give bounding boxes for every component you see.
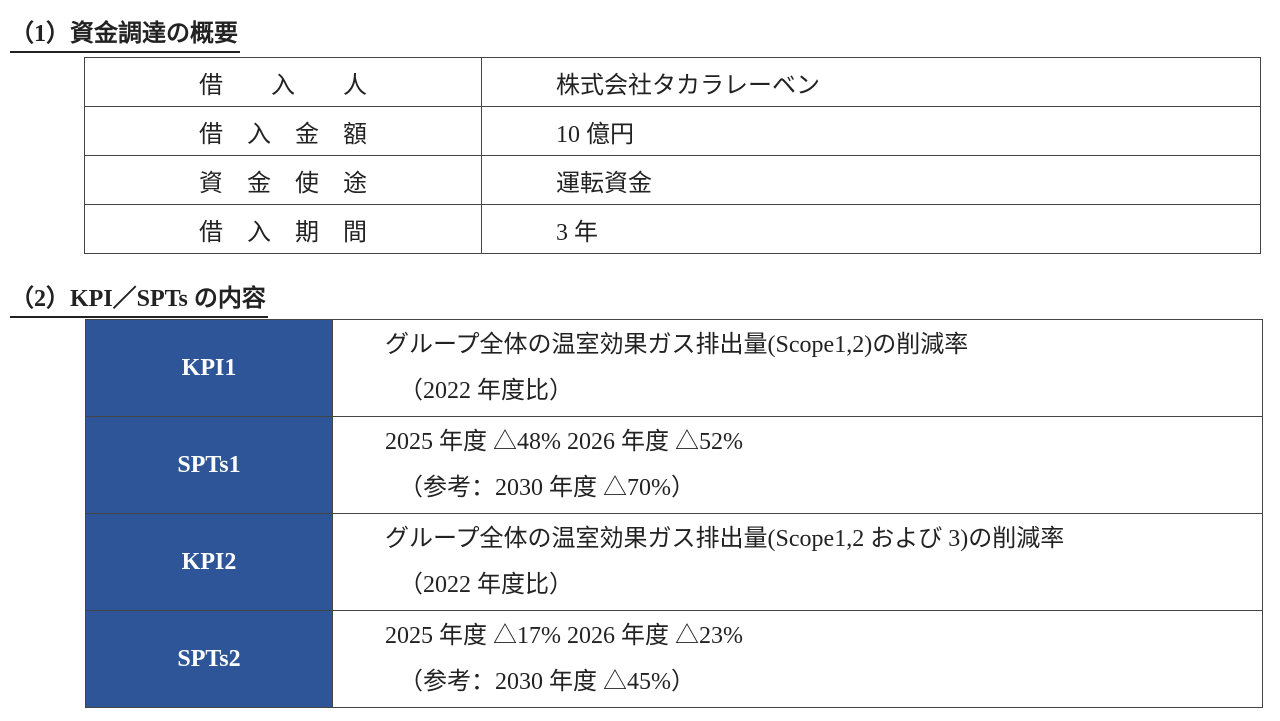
content-line: 2025 年度 △17% 2026 年度 △23% (385, 623, 743, 649)
row-value: 運転資金 (481, 155, 1261, 205)
content-line: （参考：2030 年度 △45%） (399, 669, 695, 695)
table-row: 借 入 人株式会社タカラレーベン (84, 57, 1261, 107)
row-label: SPTs1 (85, 416, 333, 514)
row-content: 2025 年度 △17% 2026 年度 △23% （参考：2030 年度 △45… (332, 610, 1263, 708)
row-label: KPI1 (85, 319, 333, 417)
row-value: 3 年 (481, 204, 1261, 254)
row-content: グループ全体の温室効果ガス排出量(Scope1,2 および 3)の削減率 （202… (332, 513, 1263, 611)
table-row: 借 入 金 額 10 億円 (84, 106, 1261, 156)
row-content: 2025 年度 △48% 2026 年度 △52% （参考：2030 年度 △70… (332, 416, 1263, 514)
table-row: KPI2 グループ全体の温室効果ガス排出量(Scope1,2 および 3)の削減率… (85, 513, 1263, 611)
content-line: グループ全体の温室効果ガス排出量(Scope1,2 および 3)の削減率 (385, 526, 1065, 552)
overview-table: 借 入 人株式会社タカラレーベン借 入 金 額 10 億円資 金 使 途運転資金借… (84, 57, 1261, 254)
row-content: グループ全体の温室効果ガス排出量(Scope1,2)の削減率 （2022 年度比） (332, 319, 1263, 417)
content-line: グループ全体の温室効果ガス排出量(Scope1,2)の削減率 (385, 332, 969, 358)
table-row: 資 金 使 途運転資金 (84, 155, 1261, 205)
row-label: 借 入 人 (84, 57, 482, 107)
row-label: KPI2 (85, 513, 333, 611)
table-row: KPI1 グループ全体の温室効果ガス排出量(Scope1,2)の削減率 （2022 … (85, 319, 1263, 417)
row-label: 資 金 使 途 (84, 155, 482, 205)
table-row: SPTs1 2025 年度 △48% 2026 年度 △52% （参考：2030 年… (85, 416, 1263, 514)
row-value: 株式会社タカラレーベン (481, 57, 1261, 107)
content-line: （2022 年度比） (399, 378, 573, 404)
content-line: 2025 年度 △48% 2026 年度 △52% (385, 429, 743, 455)
row-value: 10 億円 (481, 106, 1261, 156)
content-line: （参考：2030 年度 △70%） (399, 475, 695, 501)
row-label: SPTs2 (85, 610, 333, 708)
row-label: 借 入 期 間 (84, 204, 482, 254)
section-title: （2）KPI／SPTs の内容 (10, 282, 268, 318)
section-title: （1）資金調達の概要 (10, 17, 240, 53)
row-label: 借 入 金 額 (84, 106, 482, 156)
content-line: （2022 年度比） (399, 572, 573, 598)
kpi-table: KPI1 グループ全体の温室効果ガス排出量(Scope1,2)の削減率 （2022 … (85, 319, 1263, 708)
table-row: SPTs2 2025 年度 △17% 2026 年度 △23% （参考：2030 年… (85, 610, 1263, 708)
